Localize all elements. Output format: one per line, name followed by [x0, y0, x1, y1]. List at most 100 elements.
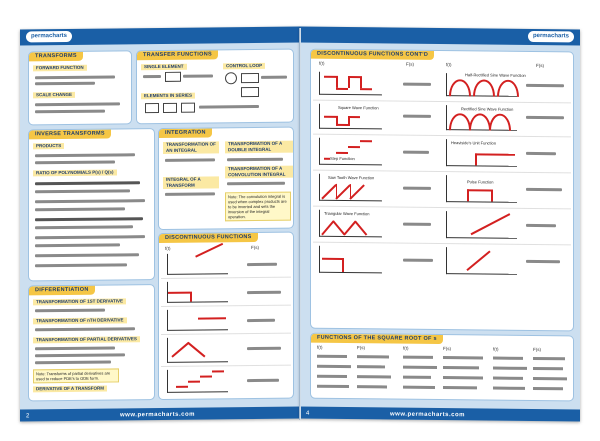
column-header: f(t): [317, 344, 323, 350]
integral-transform-label: TRANSFORMATION OF AN INTEGRAL: [163, 141, 219, 154]
heaviside-title: Heaviside's Unit Function: [451, 140, 497, 146]
ramp-graph: [446, 211, 517, 239]
transfer-functions-title: TRANSFER FUNCTIONS: [137, 50, 218, 61]
half-sine-title: Half-Rectified Sine Wave Function: [465, 72, 526, 78]
wave-segment: [324, 75, 336, 78]
equation: [35, 346, 115, 351]
delayed-ramp-graph: [446, 247, 517, 275]
table-cell: [403, 365, 437, 369]
equation: [35, 199, 145, 204]
square-root-panel: FUNCTIONS OF THE SQUARE ROOT OF s f(t) F…: [310, 332, 574, 402]
inverse-transforms-panel: INVERSE TRANSFORMS PRODUCTS RATIO OF POL…: [28, 128, 155, 282]
equation: [247, 378, 279, 383]
equation: [183, 74, 213, 78]
square-wave-2-graph: Square Wave Function: [319, 103, 382, 130]
table-cell: [403, 355, 433, 359]
equation: [35, 253, 139, 258]
equation: [35, 308, 105, 313]
equation: [526, 83, 564, 88]
control-loop-label: CONTROL LOOP: [223, 62, 266, 70]
half-sine-graph: Half-Rectified Sine Wave Function: [446, 72, 526, 97]
triangular-wave-title: Triangular Wave Function: [324, 210, 370, 217]
step-function-title: Step Function: [330, 155, 355, 162]
column-header: F(s): [443, 346, 451, 352]
equation: [526, 115, 564, 120]
equation: [35, 75, 115, 80]
table-cell: [533, 356, 565, 361]
equation: [403, 222, 431, 226]
right-header-band: permacharts: [300, 26, 580, 46]
book-spine: [299, 28, 301, 420]
integration-note: Note: The convolution integral is used w…: [225, 191, 291, 222]
row-divider: [313, 133, 571, 138]
step-function-graph: Step Function: [319, 137, 382, 166]
row-divider: [161, 364, 291, 367]
column-header: f(t): [493, 346, 499, 352]
table-cell: [443, 386, 477, 390]
equation: [35, 225, 133, 230]
column-header: F(s): [406, 61, 414, 67]
block-diagram-box: [163, 102, 177, 113]
nth-derivative-label: TRANSFORMATION OF nTH DERIVATIVE: [33, 317, 127, 325]
equation: [403, 114, 431, 118]
table-cell: [403, 375, 431, 379]
block-diagram-box: [145, 103, 159, 114]
stair-step: [360, 140, 372, 143]
footer-url-right[interactable]: www.permacharts.com: [390, 411, 465, 419]
discontinuous-contd-panel: DISCONTINUOUS FUNCTIONS CONT'D f(t) F(s)…: [310, 48, 574, 332]
row-divider: [313, 99, 571, 104]
pulse-edge: [467, 189, 469, 202]
offset-step-graph: [167, 309, 228, 331]
ramp-graph: [167, 242, 228, 275]
equation: [526, 151, 556, 156]
equation: [247, 262, 277, 267]
saw-tooth-graph: Saw Tooth Wave Function: [319, 173, 382, 202]
table-cell: [443, 366, 479, 370]
pulse-edge: [491, 189, 493, 202]
convolution-integral-label: TRANSFORMATION OF A CONVOLUTION INTEGRAL: [225, 165, 293, 179]
table-cell: [493, 376, 523, 380]
table-cell: [357, 375, 391, 379]
table-cell: [317, 364, 351, 369]
step-segment: [198, 317, 226, 320]
offset-pulse-graph: [319, 245, 382, 274]
wave-edge: [336, 75, 338, 88]
column-header: f(t): [403, 345, 409, 351]
pulse-function-title: Pulse Function: [467, 179, 494, 185]
wave-edge: [360, 76, 362, 89]
summing-junction: [225, 72, 237, 85]
first-derivative-label: TRANSFORMATION OF 1ST DERIVATIVE: [33, 298, 127, 306]
table-cell: [443, 376, 483, 380]
column-header: F(s): [251, 244, 259, 251]
right-footer-band: 4 www.permacharts.com: [300, 406, 580, 422]
wave-segment: [336, 87, 348, 91]
footer-url-left[interactable]: www.permacharts.com: [120, 411, 195, 419]
equation: [35, 235, 145, 240]
stair-step: [348, 146, 360, 149]
table-cell: [357, 385, 387, 389]
stair-step: [176, 385, 188, 388]
wave-segment: [348, 116, 360, 119]
left-header-band: permacharts: [20, 26, 300, 46]
column-header: F(s): [536, 63, 544, 69]
equation: [35, 360, 111, 365]
equation: [403, 186, 431, 190]
transforms-panel: TRANSFORMS FORWARD FUNCTION SCALE CHANGE: [28, 50, 132, 126]
wave-segment: [348, 76, 360, 79]
equation: [35, 353, 125, 358]
row-divider: [161, 304, 291, 307]
pulse-edge: [342, 257, 344, 272]
equation: [143, 74, 161, 79]
equation: [199, 104, 259, 109]
products-label: PRODUCTS: [33, 143, 65, 150]
stair-step: [336, 151, 348, 155]
column-header: f(t): [319, 60, 325, 66]
row-divider: [313, 205, 571, 210]
rectified-sine-graph: Rectified Sine Wave Function: [446, 105, 517, 131]
table-cell: [443, 356, 483, 360]
square-wave-title: Square Wave Function: [338, 104, 379, 111]
ramp-line: [470, 213, 511, 236]
equation: [35, 160, 115, 165]
triangle-graph: [167, 337, 228, 363]
step-edge: [475, 153, 477, 166]
